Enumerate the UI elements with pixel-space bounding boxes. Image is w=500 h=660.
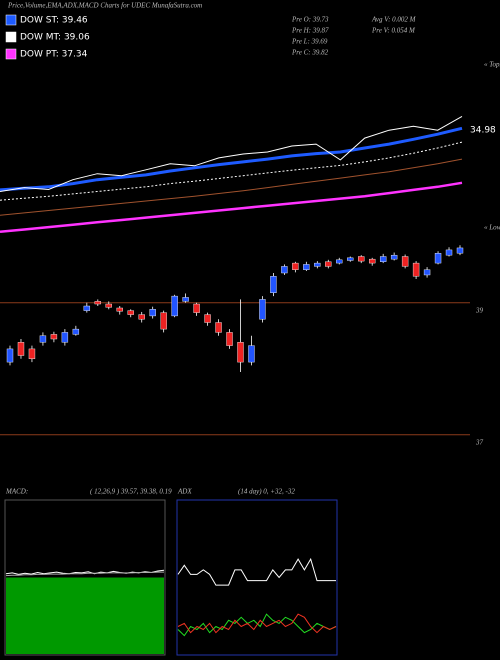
series-line (177, 613, 337, 637)
candle-body (292, 262, 299, 270)
candle-body (445, 249, 453, 256)
candle-body (182, 297, 189, 302)
y-tick-label: 39 (475, 306, 484, 314)
candle-body (83, 305, 91, 311)
adx-panel (176, 499, 338, 656)
candle-body (28, 348, 36, 360)
candle-body (401, 256, 409, 267)
candle-body (160, 312, 167, 330)
series-line (0, 158, 463, 216)
y-tick-label: 37 (475, 438, 484, 446)
series-line (0, 141, 463, 201)
info: Pre H: 39.87 (291, 27, 329, 35)
legend-text: DOW ST: 39.46 (20, 16, 88, 26)
candle-body (215, 322, 222, 333)
candle-body (347, 257, 354, 261)
info: Pre V: 0.054 M (371, 27, 416, 35)
candle-body (149, 309, 156, 317)
candle-body (6, 348, 14, 363)
last-label: 34.98 (470, 126, 496, 136)
legend-text: DOW MT: 39.06 (20, 33, 90, 43)
candle-body (39, 335, 47, 343)
series-line (0, 181, 463, 234)
candle-body (303, 264, 310, 270)
label: « Lows (484, 224, 500, 232)
info: Avg V: 0.002 M (371, 16, 417, 24)
candle-body (171, 295, 178, 317)
legend-swatch (5, 14, 17, 26)
candle-body (325, 261, 332, 267)
candle-body (226, 332, 233, 346)
candle-body (17, 342, 25, 356)
candle-body (193, 303, 200, 313)
series-line (177, 557, 336, 586)
legend-swatch (5, 31, 17, 43)
legend-text: DOW PT: 37.34 (20, 50, 88, 60)
candle-body (138, 314, 145, 320)
candle-body (127, 310, 134, 315)
candle-body (50, 334, 58, 340)
series-line (0, 126, 463, 192)
series-line (5, 571, 164, 577)
candle-body (358, 256, 365, 262)
info: Pre L: 39.69 (291, 38, 328, 46)
candle-body (94, 301, 102, 305)
series-line (0, 115, 463, 192)
legend-swatch (5, 48, 17, 60)
title: Price,Volume,EMA,ADX,MACD Charts for UDE… (7, 2, 202, 10)
candle-body (105, 303, 112, 308)
candle-body (116, 307, 123, 312)
candle-body (336, 259, 343, 264)
candle-body (412, 262, 420, 277)
candle-body (368, 258, 376, 264)
panel-params: (14 day) 0, +32, -32 (238, 488, 295, 496)
candle-body (390, 254, 398, 260)
candle-body (423, 269, 431, 276)
candle-body (270, 276, 277, 294)
candle-body (72, 328, 80, 335)
candle-body (281, 266, 288, 274)
panel-params: ( 12,26,9 ) 39.57, 39.38, 0.19 (90, 488, 172, 496)
candle-body (434, 253, 442, 264)
info: Pre C: 39.82 (291, 49, 329, 57)
series-line (177, 613, 337, 634)
macd-fill (6, 577, 164, 654)
info: Pre O: 39.73 (291, 16, 329, 24)
candle-body (314, 262, 321, 267)
panel-label: MACD: (5, 488, 28, 496)
candle-body (456, 247, 464, 254)
panel-label: ADX (177, 488, 192, 496)
candle-body (379, 256, 387, 262)
candle-body (61, 332, 69, 343)
candle-body (248, 345, 255, 363)
candle-body (204, 314, 211, 323)
candle-body (237, 342, 244, 363)
label: « Tops (484, 61, 500, 69)
candle-body (259, 299, 266, 320)
